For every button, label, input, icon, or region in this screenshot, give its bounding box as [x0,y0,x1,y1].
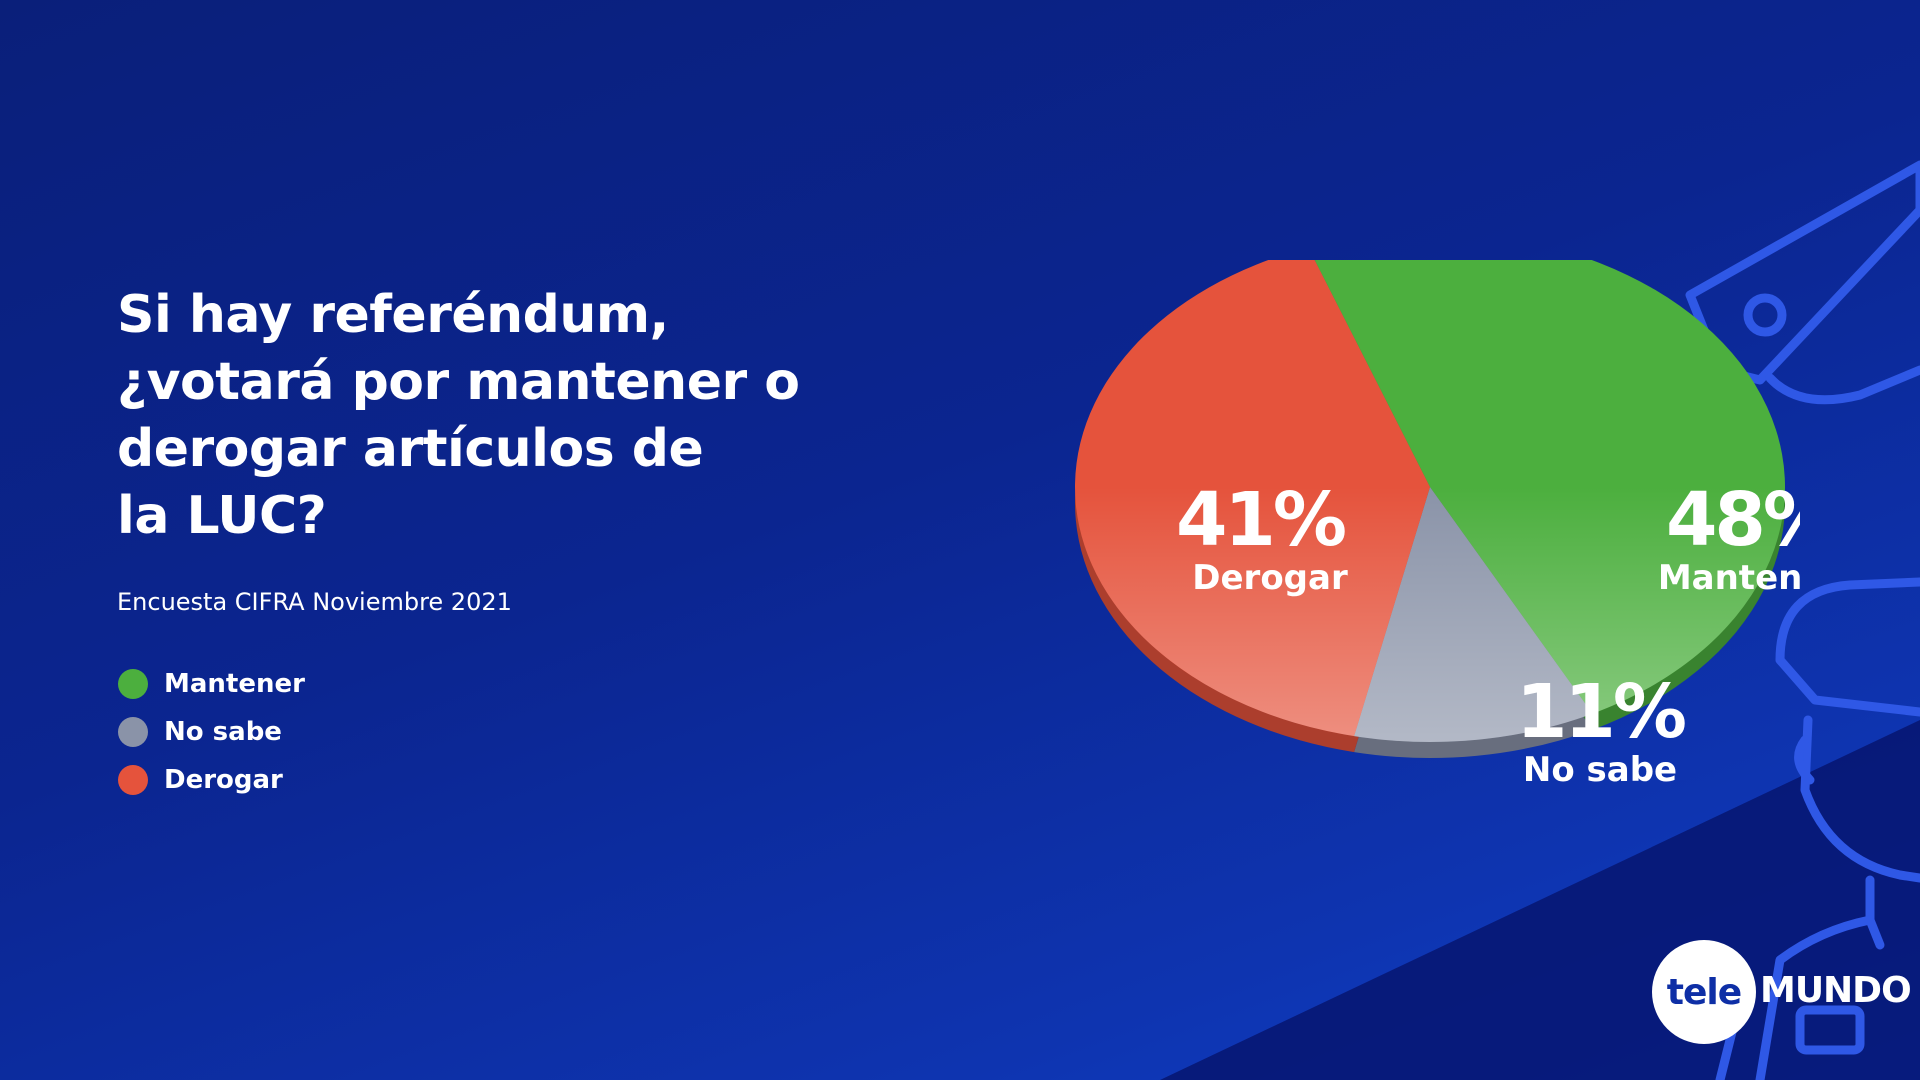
logo-text-mundo: MUNDO [1760,970,1912,1011]
legend-item-mantener: Mantener [118,660,305,708]
pie-category-label: No sabe [1523,750,1677,790]
pie-category-label: Mantener [1658,558,1800,598]
chart-subtitle: Encuesta CIFRA Noviembre 2021 [117,588,512,616]
telemundo-logo: tele MUNDO [1652,940,1912,1044]
chart-title: Si hay referéndum, ¿votará por mantener … [117,285,800,546]
legend-swatch-no-sabe [118,717,148,747]
pie-category-label: Derogar [1192,558,1348,598]
pie-value-label: 48% [1666,477,1800,563]
logo-circle: tele [1652,940,1756,1044]
logo-text-tele: tele [1666,971,1742,1013]
legend-item-derogar: Derogar [118,756,305,804]
legend-label-no-sabe: No sabe [164,717,282,747]
pie-chart: 48%Mantener 11%No sabe 41%Derogar [1075,260,1800,790]
legend-label-mantener: Mantener [164,669,305,699]
pie-value-label: 11% [1516,669,1685,755]
legend-item-no-sabe: No sabe [118,708,305,756]
legend-swatch-mantener [118,669,148,699]
legend-label-derogar: Derogar [164,765,283,795]
pie-value-label: 41% [1176,477,1345,563]
police-officer-icon [1715,577,1920,1080]
legend-swatch-derogar [118,765,148,795]
pie-labels: 48%Mantener 11%No sabe 41%Derogar [1176,477,1800,790]
legend: Mantener No sabe Derogar [118,660,305,804]
